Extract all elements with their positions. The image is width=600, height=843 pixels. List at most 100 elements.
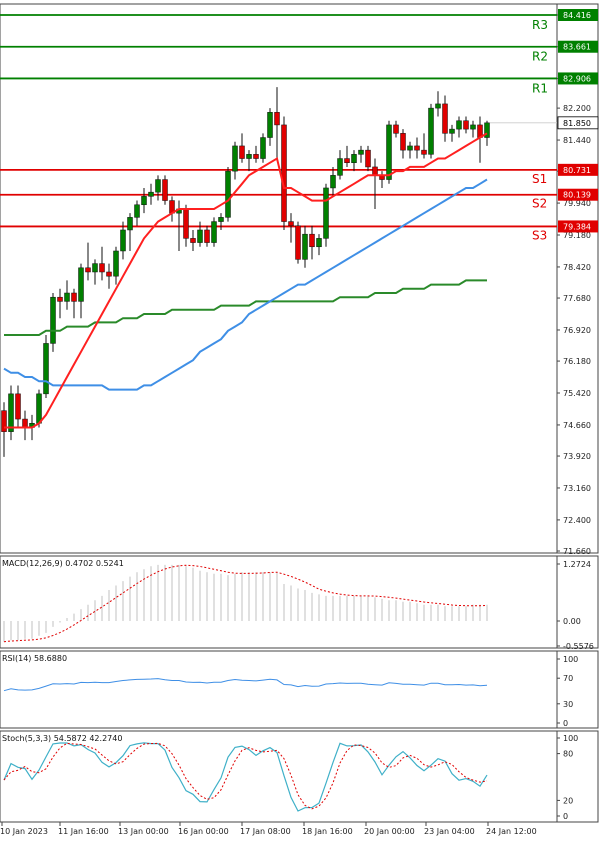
candle-body: [463, 120, 469, 130]
candle-body: [162, 179, 168, 201]
candle-body: [372, 166, 378, 176]
candle-body: [92, 263, 98, 273]
candle-body: [225, 170, 231, 218]
price-tick-label: 82.200: [563, 104, 591, 113]
candle-body: [295, 225, 301, 260]
x-tick-label: 18 Jan 16:00: [302, 827, 353, 836]
candle-body: [22, 418, 28, 428]
candle-body: [36, 393, 42, 424]
rsi-frame: [0, 650, 599, 729]
last-price-tag: [557, 116, 599, 130]
candle-body: [127, 217, 133, 231]
candle-body: [414, 145, 420, 151]
stoch-k-line: [3, 742, 488, 812]
candle-body: [99, 263, 105, 273]
stoch-tick-label: 80: [563, 750, 573, 759]
candle-body: [78, 267, 84, 302]
candle-body: [120, 229, 126, 252]
macd-title: MACD(12,26,9) 0.4702 0.5241: [2, 559, 124, 568]
ma-slow-line: [4, 279, 487, 336]
candle-body: [344, 158, 350, 163]
macd-tick-label: 1.2724: [563, 560, 591, 569]
stoch-d-line: [3, 742, 488, 810]
candle-body: [155, 179, 161, 193]
candle-body: [57, 296, 63, 302]
level-value-r2: 83.661: [563, 43, 591, 52]
rsi-tick-label: 30: [563, 700, 573, 709]
stoch-frame: [0, 730, 599, 823]
candle-body: [232, 145, 238, 172]
price-tick-label: 79.940: [563, 199, 591, 208]
candle-body: [71, 292, 77, 302]
candle-body: [337, 158, 343, 176]
stoch-tick-label: 20: [563, 796, 573, 805]
candle-body: [64, 292, 70, 302]
macd-signal-line: [3, 564, 488, 643]
level-tag-r2: [558, 40, 598, 53]
x-tick-label: 13 Jan 00:00: [118, 827, 169, 836]
candle-body: [421, 149, 427, 155]
candle-body: [141, 196, 147, 206]
level-value-s2: 80.139: [563, 191, 591, 200]
rsi-tick-label: 70: [563, 674, 573, 683]
candle-body: [442, 103, 448, 134]
stoch-tick-label: 0: [563, 812, 568, 821]
candle-body: [407, 145, 413, 151]
candle-body: [302, 233, 308, 260]
candle-body: [435, 103, 441, 109]
x-tick-label: 11 Jan 16:00: [58, 827, 109, 836]
candle-body: [239, 145, 245, 159]
level-value-r3: 84.416: [563, 11, 591, 20]
price-tick-label: 76.920: [563, 326, 591, 335]
rsi-line: [3, 678, 488, 692]
level-tag-s1: [558, 163, 598, 176]
level-name-s3: S3: [532, 228, 547, 242]
candle-body: [8, 393, 14, 432]
level-tag-s3: [558, 220, 598, 233]
x-tick-label: 10 Jan 2023: [0, 827, 48, 836]
price-tick-label: 73.160: [563, 484, 591, 493]
candle-body: [449, 128, 455, 134]
price-tick-label: 76.180: [563, 357, 591, 366]
candle-body: [197, 229, 203, 243]
candle-body: [400, 133, 406, 151]
level-tag-s2: [558, 188, 598, 201]
candle-body: [106, 271, 112, 277]
candle-body: [393, 124, 399, 134]
price-panel-frame: [0, 3, 599, 554]
candle-body: [134, 204, 140, 218]
rsi-tick-label: 0: [563, 719, 568, 728]
candle-body: [190, 238, 196, 243]
stoch-title: Stoch(5,3,3) 54.5872 42.2740: [2, 734, 122, 743]
candle-body: [113, 250, 119, 277]
candle-body: [183, 208, 189, 239]
candle-body: [470, 124, 476, 130]
price-tick-label: 72.400: [563, 516, 591, 525]
price-tick-label: 71.660: [563, 547, 591, 556]
candle-body: [260, 137, 266, 159]
macd-tick-label: 0.00: [563, 617, 581, 626]
level-name-s2: S2: [532, 197, 547, 211]
x-tick-label: 17 Jan 08:00: [240, 827, 291, 836]
price-panel: 84.41683.66182.90682.20081.44080.70079.9…: [0, 3, 599, 556]
macd-panel: MACD(12,26,9) 0.4702 0.5241 1.2724 0.00 -0.…: [0, 555, 599, 651]
candle-body: [274, 112, 280, 126]
candle-body: [386, 124, 392, 180]
candle-body: [15, 393, 21, 420]
x-tick-label: 16 Jan 00:00: [178, 827, 229, 836]
candle-body: [456, 120, 462, 130]
candle-body: [218, 217, 224, 222]
macd-frame: [0, 555, 599, 649]
price-tick-label: 75.420: [563, 389, 591, 398]
candle-body: [358, 149, 364, 155]
x-tick-label: 20 Jan 00:00: [364, 827, 415, 836]
candle-body: [204, 229, 210, 243]
candle-body: [288, 221, 294, 227]
candle-body: [148, 191, 154, 197]
macd-tick-label: -0.5576: [563, 642, 594, 651]
rsi-panel: RSI(14) 58.6880 100 70 30 0: [0, 650, 599, 729]
price-tick-label: 81.440: [563, 136, 591, 145]
ma-mid-line: [3, 178, 488, 391]
candle-body: [211, 221, 217, 243]
